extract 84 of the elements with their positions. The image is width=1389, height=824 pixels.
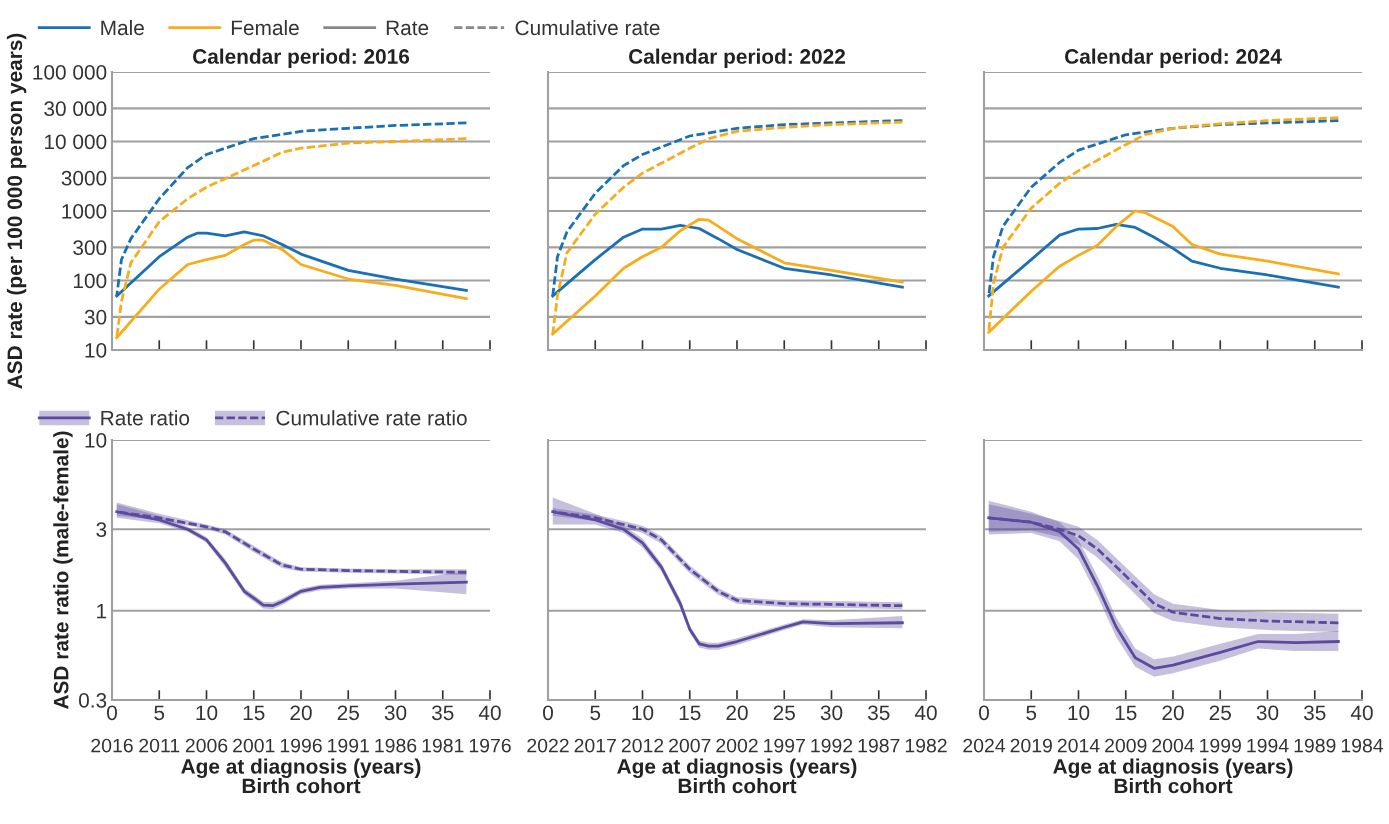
x-tick-label: 10 [196, 705, 218, 721]
x-tick-label: 25 [773, 705, 795, 721]
legend-label: Cumulative rate ratio [276, 410, 467, 426]
x-tick-label: 15 [1115, 705, 1137, 721]
x-tick-label: 15 [243, 705, 265, 721]
x2-tick-label: 1996 [280, 738, 322, 753]
chart-title: Calendar period: 2016 [193, 48, 410, 68]
y-tick-label: 3000 [61, 170, 107, 186]
x-tick-label: 0 [543, 705, 553, 721]
x-tick-label: 20 [1162, 705, 1184, 721]
y-axis-title: ASD rate (per 100 000 person years) [6, 33, 27, 389]
x2-tick-label: 2022 [527, 738, 569, 753]
x2-tick-label: 1987 [858, 738, 900, 753]
x-tick-label: 0 [979, 705, 989, 721]
y-tick-label: 100 000 [33, 65, 107, 80]
y-tick-label: 10 [85, 433, 107, 448]
x2-tick-label: 1986 [375, 738, 417, 753]
text: Rate [386, 20, 429, 36]
y-tick-label: 100 [73, 273, 107, 289]
y-tick-label: 1 [97, 603, 107, 619]
x2-tick-label: 2004 [1152, 738, 1195, 753]
x2-tick-label: 1994 [1247, 738, 1289, 753]
x-tick-label: 30 [1256, 705, 1279, 721]
x2-tick-label: 2016 [91, 738, 133, 753]
x-axis-title: Age at diagnosis (years) [181, 758, 421, 779]
x2-tick-label: 1992 [811, 738, 853, 753]
x2-axis-title: Birth cohort [242, 778, 361, 794]
x2-tick-label: 2002 [716, 738, 758, 753]
x-tick-label: 10 [1068, 705, 1090, 721]
x2-tick-label: 2014 [1057, 738, 1100, 753]
y-tick-label: 30 000 [44, 101, 107, 117]
legend-label: Female [231, 19, 299, 36]
x2-axis-title: Birth cohort [678, 778, 797, 794]
x2-tick-label: 2007 [669, 738, 711, 753]
x-tick-label: 30 [384, 705, 407, 721]
x-axis-title: Age at diagnosis (years) [617, 758, 857, 779]
x2-tick-label: 2024 [963, 738, 1006, 753]
x2-tick-label: 1999 [1200, 738, 1241, 753]
x2-tick-label: 2009 [1105, 738, 1147, 753]
x2-tick-label: 2006 [185, 738, 228, 753]
y-tick-label: 10 000 [45, 134, 107, 150]
x2-tick-label: 1997 [764, 738, 805, 753]
x2-tick-label: 1982 [905, 738, 947, 753]
y-axis-title: ASD rate ratio (male-female) [53, 431, 73, 709]
y-tick-label: 10 [85, 343, 107, 358]
x2-tick-label: 2011 [139, 738, 180, 753]
x-tick-label: 5 [1026, 705, 1037, 721]
x2-axis-title: Birth cohort [1114, 778, 1233, 794]
x2-tick-label: 2019 [1010, 738, 1052, 753]
x-tick-label: 30 [820, 705, 843, 721]
x-tick-label: 15 [679, 705, 701, 721]
x-tick-label: 40 [1350, 705, 1373, 721]
x-tick-label: 20 [726, 705, 748, 721]
chart-title: Calendar period: 2022 [629, 48, 846, 68]
x2-tick-label: 2017 [574, 738, 616, 753]
x-tick-label: 35 [1303, 705, 1326, 721]
y-tick-label: 0.3 [78, 693, 107, 708]
x-axis-title: Age at diagnosis (years) [1053, 758, 1293, 779]
x2-tick-label: 1991 [328, 738, 369, 753]
x-tick-label: 0 [107, 705, 117, 721]
x-tick-label: 5 [590, 705, 601, 721]
y-tick-label: 300 [73, 240, 107, 256]
x-tick-label: 40 [478, 705, 501, 721]
x2-tick-label: 1981 [422, 738, 464, 753]
legend-label: Male [101, 19, 144, 36]
x-tick-label: 25 [1209, 705, 1231, 721]
x2-tick-label: 1989 [1294, 738, 1336, 753]
x-tick-label: 35 [431, 705, 454, 721]
chart-title: Calendar period: 2024 [1065, 48, 1282, 68]
x-tick-label: 25 [337, 705, 359, 721]
legend-label: Rate ratio [101, 410, 190, 426]
y-tick-label: 3 [96, 522, 107, 538]
x-tick-label: 20 [290, 705, 312, 721]
text: Cumulative rate [515, 19, 660, 36]
x-tick-label: 5 [154, 705, 165, 721]
x2-tick-label: 2001 [233, 738, 275, 753]
x-tick-label: 10 [632, 705, 654, 721]
y-tick-label: 1000 [62, 204, 107, 219]
x-tick-label: 35 [867, 705, 890, 721]
x-tick-label: 40 [914, 705, 937, 721]
y-tick-label: 30 [84, 309, 107, 325]
x2-tick-label: 1984 [1341, 738, 1384, 753]
x2-tick-label: 2012 [621, 738, 664, 753]
x2-tick-label: 1976 [469, 738, 511, 753]
